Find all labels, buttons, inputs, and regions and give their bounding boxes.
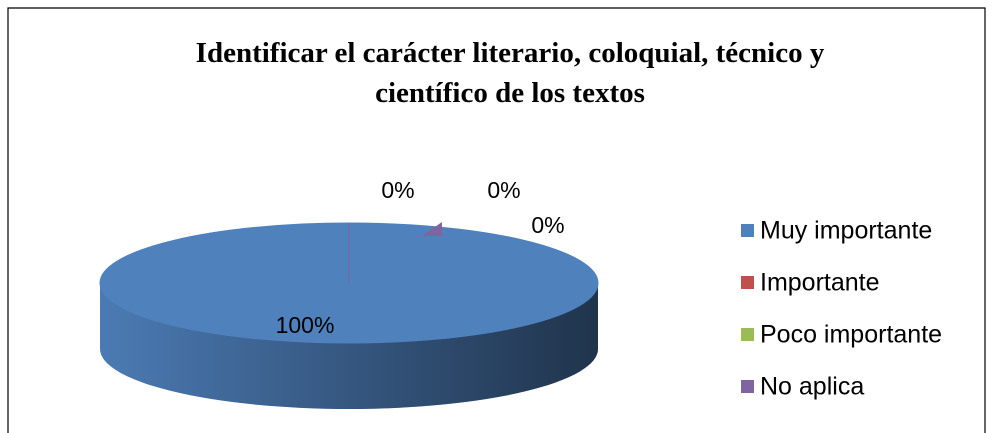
data-label: 0% <box>487 177 520 203</box>
chart-title: científico de los textos <box>375 77 645 109</box>
pie-side-shade <box>100 283 598 409</box>
legend-label: No aplica <box>760 373 864 401</box>
slice-edge <box>422 222 442 236</box>
legend-label: Poco importante <box>760 321 942 349</box>
chart-title: Identificar el carácter literario, coloq… <box>196 37 825 69</box>
data-label: 0% <box>531 212 564 238</box>
legend-label: Muy importante <box>760 217 932 245</box>
legend-swatch <box>741 380 754 393</box>
legend-swatch <box>741 276 754 289</box>
legend-swatch <box>741 328 754 341</box>
data-label: 100% <box>276 312 335 338</box>
legend-label: Importante <box>760 269 880 297</box>
chart-frame <box>7 7 986 433</box>
legend-swatch <box>741 224 754 237</box>
data-label: 0% <box>381 177 414 203</box>
